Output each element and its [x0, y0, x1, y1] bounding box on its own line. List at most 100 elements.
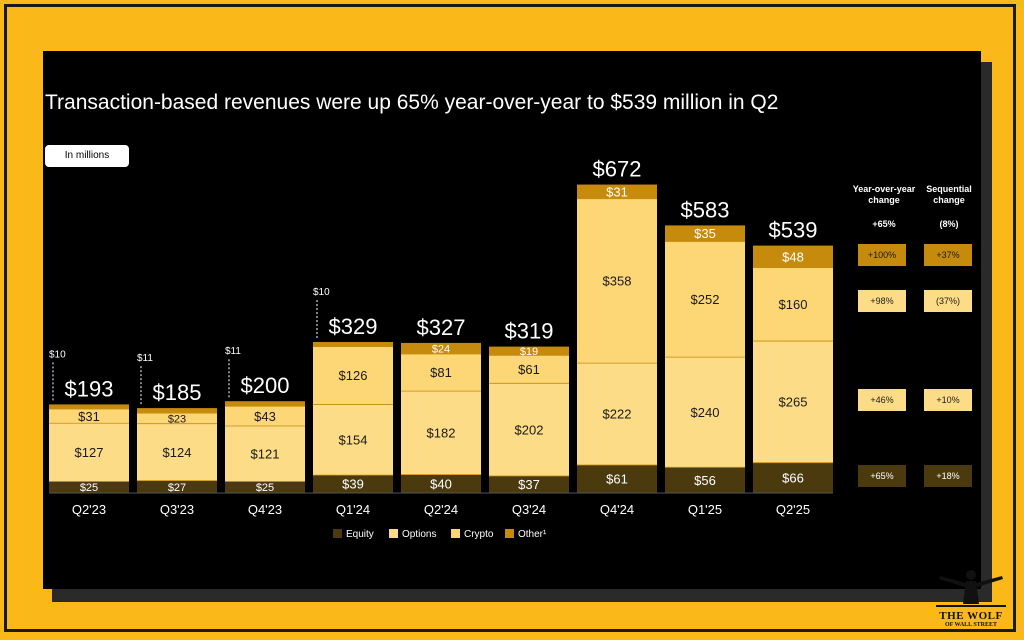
segment-label: $160 [779, 297, 808, 312]
segment-label: $124 [163, 445, 192, 460]
segment-label: $25 [256, 482, 274, 494]
segment-label: $358 [603, 274, 632, 289]
segment-label: $56 [694, 473, 716, 488]
bar-equity-2 [225, 481, 305, 493]
segment-label: $40 [430, 477, 452, 492]
bar-other-8 [753, 245, 833, 268]
other-label-outside: $10 [49, 349, 66, 360]
segment-label: $25 [80, 482, 98, 494]
bar-crypto-6 [577, 198, 657, 364]
category-label: Q2'25 [776, 502, 810, 517]
bar-equity-5 [489, 476, 569, 493]
bar-options-4 [401, 391, 481, 475]
total-label: $583 [681, 197, 730, 222]
bar-crypto-2 [225, 406, 305, 426]
bar-other-7 [665, 225, 745, 242]
segment-label: $27 [168, 482, 186, 494]
bar-equity-1 [137, 480, 217, 493]
category-label: Q2'23 [72, 502, 106, 517]
bar-crypto-1 [137, 413, 217, 424]
bar-crypto-4 [401, 353, 481, 392]
category-label: Q4'24 [600, 502, 634, 517]
bar-options-7 [665, 357, 745, 468]
segment-label: $182 [427, 426, 456, 441]
segment-label: $265 [779, 395, 808, 410]
bar-options-5 [489, 383, 569, 477]
bar-crypto-7 [665, 241, 745, 358]
units-badge: In millions [45, 145, 129, 167]
segment-label: $35 [694, 226, 716, 241]
other-label-outside: $10 [313, 287, 330, 298]
outer-frame [4, 4, 1016, 632]
legend-label: Equity [346, 529, 374, 540]
logo-title: THE WOLF [939, 610, 1003, 622]
segment-label: $48 [782, 249, 804, 264]
segment-label: $61 [606, 472, 628, 487]
bar-other-2 [225, 401, 305, 407]
other-label-outside: $11 [225, 346, 241, 357]
bar-options-8 [753, 341, 833, 463]
segment-label: $61 [518, 362, 540, 377]
bar-options-0 [49, 423, 129, 482]
legend-label: Crypto [464, 529, 494, 540]
category-label: Q1'25 [688, 502, 722, 517]
bar-options-1 [137, 423, 217, 481]
segment-label: $37 [518, 477, 540, 492]
bar-other-5 [489, 346, 569, 356]
bar-options-6 [577, 363, 657, 466]
total-label: $200 [241, 373, 290, 398]
bar-other-6 [577, 184, 657, 199]
category-label: Q2'24 [424, 502, 458, 517]
legend-label: Options [402, 529, 436, 540]
bar-crypto-0 [49, 409, 129, 424]
segment-label: $121 [251, 446, 280, 461]
total-label: $185 [153, 380, 202, 405]
legend-swatch [505, 529, 514, 538]
bar-other-4 [401, 342, 481, 354]
category-label: Q1'24 [336, 502, 370, 517]
other-label-outside: $11 [137, 353, 153, 364]
category-label: Q3'23 [160, 502, 194, 517]
bar-options-2 [225, 425, 305, 482]
segment-label: $31 [78, 409, 100, 424]
category-label: Q4'23 [248, 502, 282, 517]
total-label: $319 [505, 319, 554, 344]
segment-label: $31 [606, 184, 628, 199]
total-label: $327 [417, 315, 466, 340]
bar-other-0 [49, 404, 129, 410]
bar-other-1 [137, 408, 217, 414]
legend-label: Other¹ [518, 529, 547, 540]
segment-label: $202 [515, 422, 544, 437]
logo-subtitle: OF WALL STREET [944, 622, 998, 628]
segment-label: $222 [603, 407, 632, 422]
bar-crypto-3 [313, 346, 393, 405]
segment-label: $154 [339, 432, 368, 447]
bar-equity-8 [753, 462, 833, 493]
total-label: $539 [769, 218, 818, 243]
total-label: $672 [593, 157, 642, 182]
wolf-figure-icon [936, 570, 1006, 607]
segment-label: $24 [432, 343, 450, 355]
segment-label: $23 [168, 413, 186, 425]
segment-label: $252 [691, 292, 720, 307]
segment-label: $126 [339, 368, 368, 383]
bar-equity-6 [577, 465, 657, 493]
slide-title: Transaction-based revenues were up 65% y… [45, 91, 779, 114]
bar-other-3 [313, 341, 393, 347]
legend-swatch [389, 529, 398, 538]
total-label: $193 [65, 376, 114, 401]
segment-label: $39 [342, 477, 364, 492]
bar-options-3 [313, 404, 393, 476]
legend-swatch [333, 529, 342, 538]
bar-equity-4 [401, 474, 481, 493]
segment-label: $43 [254, 409, 276, 424]
category-label: Q3'24 [512, 502, 546, 517]
stacked-bar-chart: $25 $127 $31 $10 $193 Q2'23 $27 $124 $23 $11 $185 Q… [49, 157, 833, 540]
segment-label: $240 [691, 405, 720, 420]
bar-equity-0 [49, 481, 129, 493]
segment-label: $81 [430, 365, 452, 380]
segment-label: $127 [75, 445, 104, 460]
bar-equity-3 [313, 475, 393, 493]
bar-crypto-5 [489, 355, 569, 384]
segment-label: $66 [782, 471, 804, 486]
